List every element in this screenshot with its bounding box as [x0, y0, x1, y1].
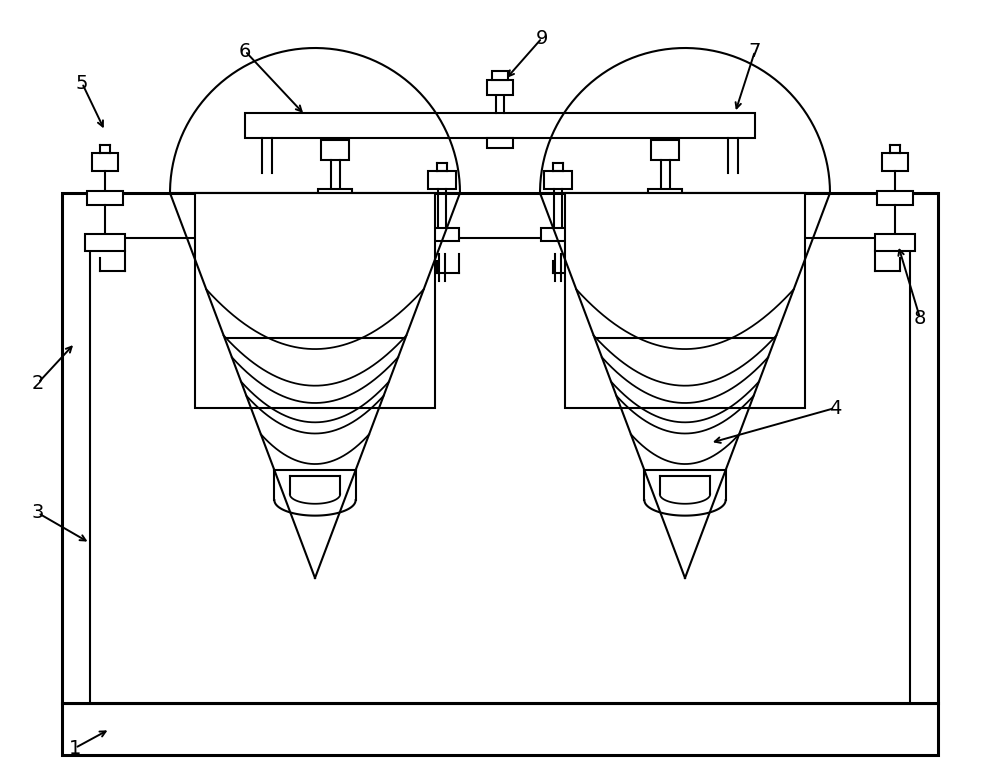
Bar — [565, 193, 805, 408]
Bar — [544, 171, 572, 189]
Text: 1: 1 — [69, 738, 81, 758]
Bar — [541, 228, 575, 241]
Bar — [90, 238, 910, 703]
Text: 6: 6 — [239, 42, 251, 60]
Text: 9: 9 — [536, 29, 548, 47]
Text: 4: 4 — [829, 399, 841, 417]
Bar — [92, 153, 118, 171]
Bar — [62, 193, 938, 703]
Bar — [875, 234, 915, 251]
Bar — [87, 191, 123, 205]
Bar — [85, 234, 125, 251]
Text: 7: 7 — [749, 42, 761, 60]
Text: 5: 5 — [76, 73, 88, 93]
Text: 2: 2 — [32, 373, 44, 393]
Bar — [487, 138, 513, 148]
Bar — [487, 80, 513, 95]
Text: 8: 8 — [914, 308, 926, 328]
Bar — [321, 140, 349, 160]
Bar — [428, 171, 456, 189]
Bar — [318, 189, 352, 202]
Bar — [651, 140, 679, 160]
Bar — [877, 191, 913, 205]
Bar — [425, 228, 459, 241]
Bar — [195, 193, 435, 408]
Text: 3: 3 — [32, 503, 44, 523]
Bar — [882, 153, 908, 171]
Bar — [62, 703, 938, 755]
Bar — [492, 71, 508, 80]
Bar — [648, 189, 682, 202]
Bar — [245, 113, 755, 138]
